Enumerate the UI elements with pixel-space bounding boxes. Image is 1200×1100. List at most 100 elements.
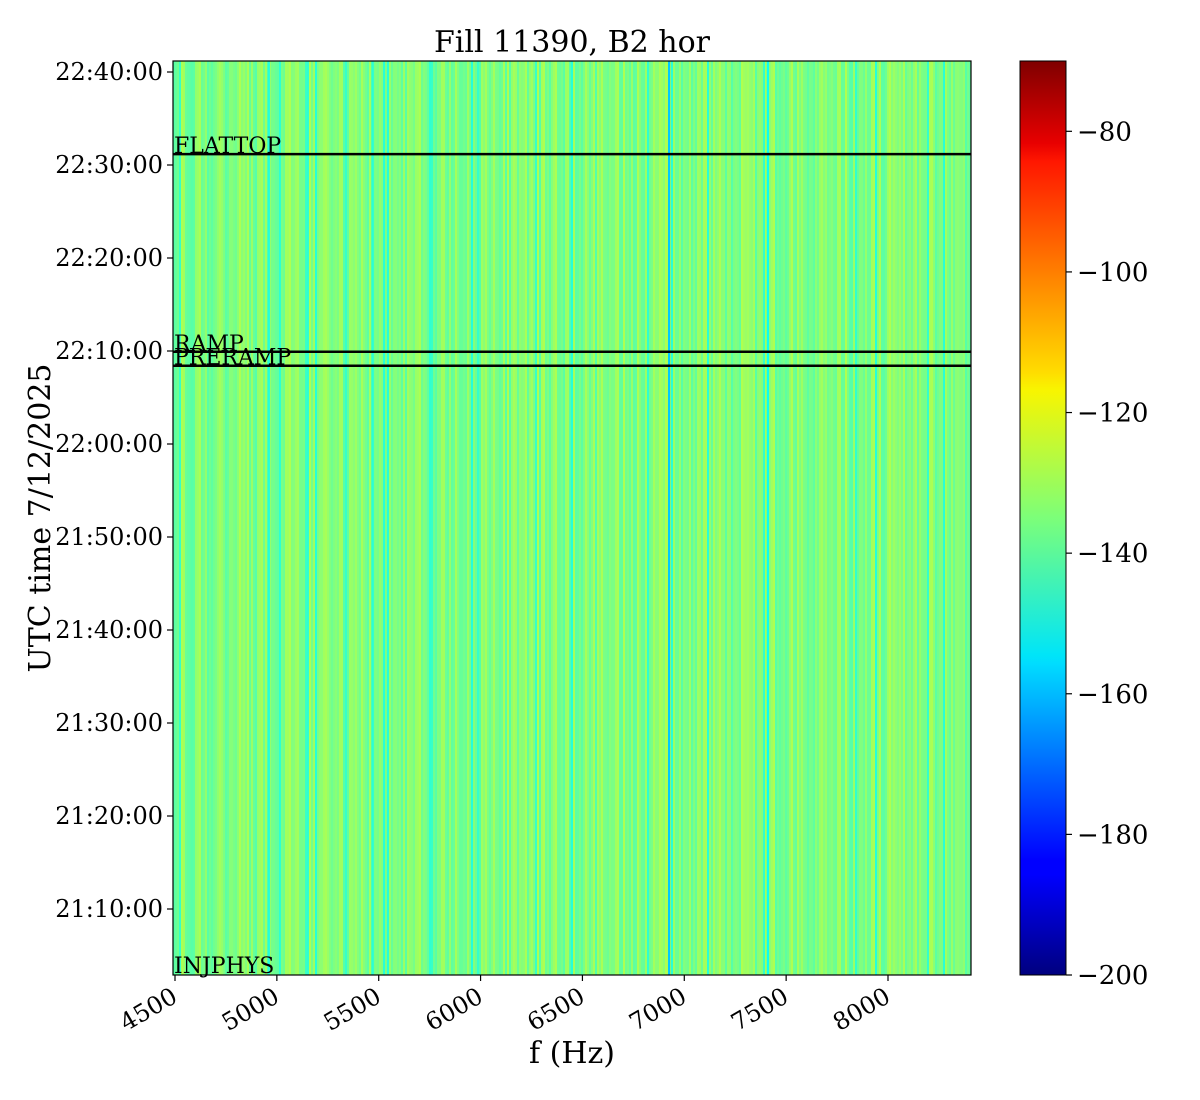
heatmap-column	[277, 61, 280, 975]
heatmap-column	[685, 61, 688, 975]
heatmap-column	[935, 61, 938, 975]
heatmap-column	[869, 61, 872, 975]
heatmap-column	[795, 61, 798, 975]
heatmap-column	[389, 61, 392, 975]
heatmap-column	[579, 61, 582, 975]
heatmap-column	[733, 61, 736, 975]
heatmap-column	[515, 61, 518, 975]
heatmap-column	[353, 61, 356, 975]
y-tick-label: 21:20:00	[55, 802, 163, 830]
heatmap-column	[645, 61, 648, 975]
heatmap-column	[547, 61, 550, 975]
heatmap-column	[899, 61, 902, 975]
heatmap-column	[283, 61, 286, 975]
heatmap-column	[601, 61, 604, 975]
heatmap-column	[617, 61, 620, 975]
heatmap-column	[807, 61, 810, 975]
heatmap-column	[379, 61, 382, 975]
heatmap-column	[529, 61, 532, 975]
heatmap-column	[711, 61, 714, 975]
heatmap-column	[749, 61, 752, 975]
heatmap-column	[479, 61, 482, 975]
heatmap-column	[543, 61, 546, 975]
heatmap-column	[227, 61, 230, 975]
heatmap-column	[969, 61, 971, 975]
heatmap-column	[245, 61, 248, 975]
heatmap-column	[557, 61, 560, 975]
heatmap-column	[609, 61, 612, 975]
heatmap-column	[771, 61, 774, 975]
heatmap-column	[393, 61, 396, 975]
heatmap-column	[417, 61, 420, 975]
heatmap-column	[465, 61, 468, 975]
heatmap-column	[947, 61, 950, 975]
heatmap-column	[943, 61, 946, 975]
heatmap-column	[743, 61, 746, 975]
heatmap-column	[737, 61, 740, 975]
heatmap-column	[631, 61, 634, 975]
heatmap-column	[885, 61, 888, 975]
heatmap-column	[893, 61, 896, 975]
heatmap-column	[747, 61, 750, 975]
colorbar-ticks: −80 −100 −120 −140 −160 −180 −200	[1066, 117, 1148, 991]
heatmap-column	[411, 61, 414, 975]
heatmap-column	[253, 61, 256, 975]
heatmap-column	[521, 61, 524, 975]
heatmap-column	[231, 61, 234, 975]
heatmap-column	[195, 61, 198, 975]
heatmap-column	[511, 61, 514, 975]
heatmap-column	[505, 61, 508, 975]
heatmap-column	[561, 61, 564, 975]
heatmap-column	[313, 61, 316, 975]
heatmap-column	[223, 61, 226, 975]
heatmap-column	[225, 61, 228, 975]
heatmap-column	[437, 61, 440, 975]
heatmap-column	[221, 61, 224, 975]
y-tick-label: 22:30:00	[55, 151, 163, 179]
heatmap-column	[913, 61, 916, 975]
heatmap-column	[473, 61, 476, 975]
heatmap-column	[779, 61, 782, 975]
heatmap-column	[681, 61, 684, 975]
x-tick-label: 8000	[828, 982, 895, 1037]
heatmap-column	[657, 61, 660, 975]
heatmap-column	[413, 61, 416, 975]
heatmap-column	[541, 61, 544, 975]
heatmap-column	[357, 61, 360, 975]
heatmap-column	[399, 61, 402, 975]
heatmap-column	[299, 61, 302, 975]
heatmap-column	[289, 61, 292, 975]
heatmap-column	[769, 61, 772, 975]
heatmap-column	[613, 61, 616, 975]
heatmap-spectral-line	[668, 61, 671, 975]
heatmap-column	[207, 61, 210, 975]
heatmap-column	[545, 61, 548, 975]
heatmap-column	[921, 61, 924, 975]
heatmap-column	[861, 61, 864, 975]
heatmap-column	[773, 61, 776, 975]
heatmap-column	[905, 61, 908, 975]
heatmap-column	[429, 61, 432, 975]
heatmap-column	[455, 61, 458, 975]
heatmap-area	[173, 61, 971, 975]
heatmap-column	[263, 61, 266, 975]
y-tick-label: 22:00:00	[55, 430, 163, 458]
heatmap-column	[619, 61, 622, 975]
heatmap-column	[485, 61, 488, 975]
y-tick-label: 21:40:00	[55, 616, 163, 644]
heatmap-column	[487, 61, 490, 975]
heatmap-column	[271, 61, 274, 975]
heatmap-column	[575, 61, 578, 975]
heatmap-column	[745, 61, 748, 975]
heatmap-column	[895, 61, 898, 975]
heatmap-column	[351, 61, 354, 975]
heatmap-column	[329, 61, 332, 975]
heatmap-column	[347, 61, 350, 975]
heatmap-column	[699, 61, 702, 975]
heatmap-column	[967, 61, 970, 975]
heatmap-column	[177, 61, 180, 975]
heatmap-column	[831, 61, 834, 975]
heatmap-column	[331, 61, 334, 975]
heatmap-column	[883, 61, 886, 975]
